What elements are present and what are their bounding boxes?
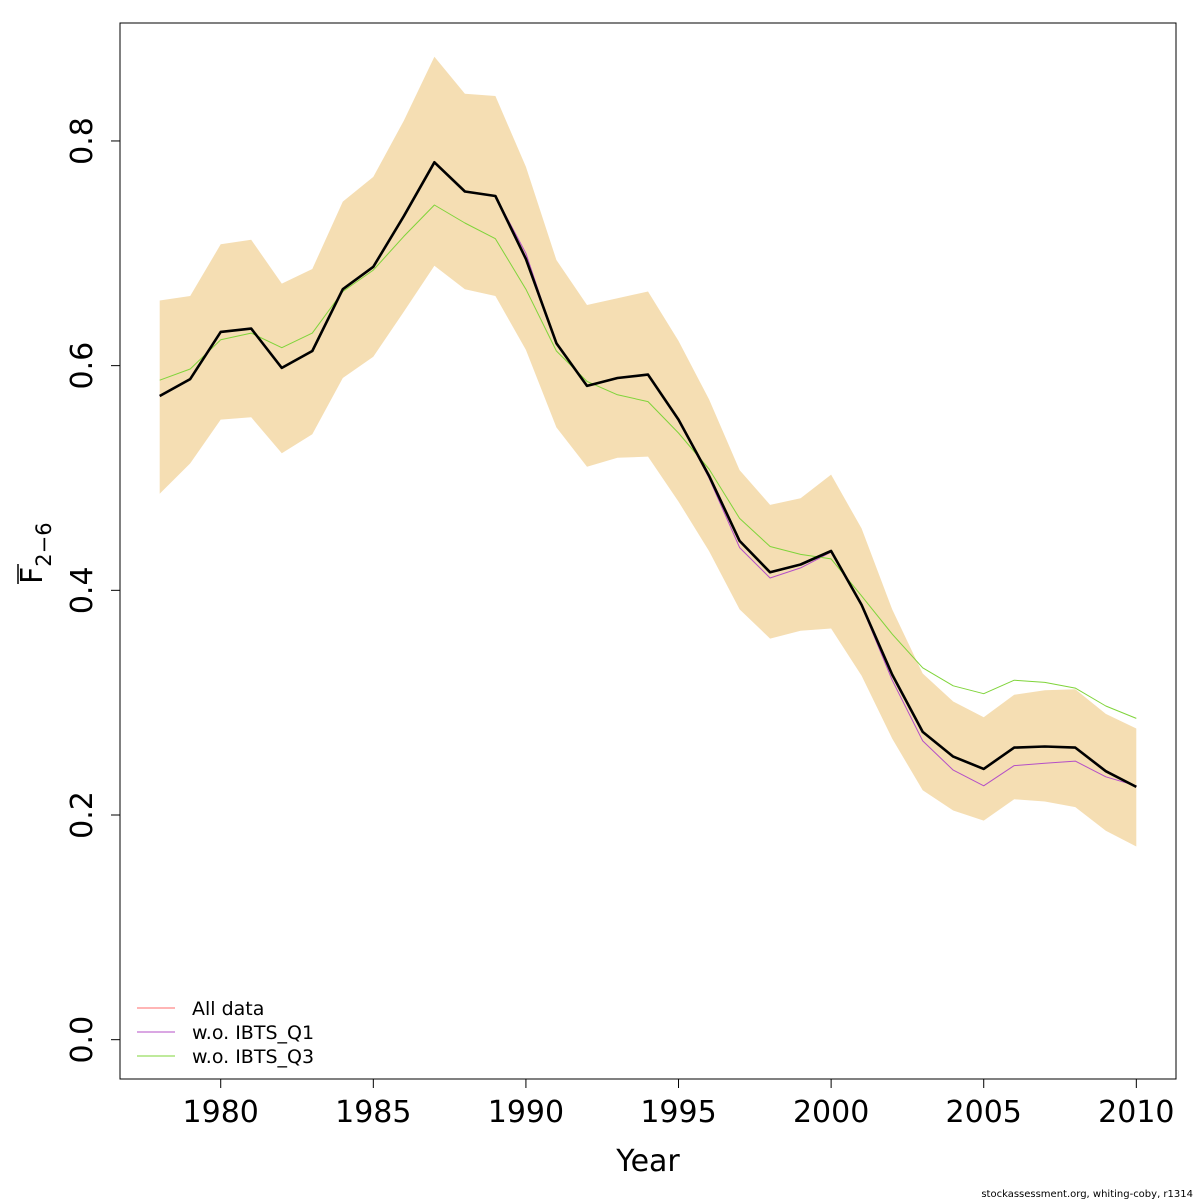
x-tick-label: 1990 — [488, 1095, 564, 1130]
legend-label: w.o. IBTS_Q1 — [192, 1022, 314, 1044]
x-tick-label: 2010 — [1098, 1095, 1174, 1130]
x-tick-label: 2000 — [793, 1095, 869, 1130]
legend-label: w.o. IBTS_Q3 — [192, 1046, 314, 1068]
x-tick-label: 1980 — [183, 1095, 259, 1130]
y-tick-label: 0.6 — [65, 342, 100, 390]
series-line-estimate — [159, 161, 1137, 789]
y-tick-label: 0.2 — [65, 791, 100, 839]
y-axis: 0.0 0.2 0.4 0.6 0.8 — [65, 117, 121, 1064]
x-tick-label: 1985 — [335, 1095, 411, 1130]
x-tick-label: 2005 — [946, 1095, 1022, 1130]
svg-text:F2−6: F2−6 — [15, 522, 56, 584]
legend-label: All data — [192, 998, 264, 1020]
x-axis-title: Year — [615, 1144, 680, 1179]
y-axis-title-subscript: 2−6 — [32, 522, 56, 566]
confidence-band-layer — [159, 56, 1137, 847]
footer-credit: stockassessment.org, whiting-coby, r1314 — [981, 1189, 1193, 1200]
y-axis-title: F2−6 — [15, 522, 56, 584]
series-lines-layer — [159, 161, 1137, 789]
y-tick-label: 0.8 — [65, 117, 100, 165]
x-tick-label: 1995 — [640, 1095, 716, 1130]
confidence-band — [159, 56, 1137, 847]
series-line-w-o-ibts-q3 — [159, 204, 1137, 719]
y-tick-label: 0.4 — [65, 566, 100, 614]
y-tick-label: 0.0 — [65, 1016, 100, 1064]
x-axis: 1980 1985 1990 1995 2000 2005 2010 — [183, 1078, 1175, 1130]
y-axis-title-main: F — [15, 567, 50, 584]
